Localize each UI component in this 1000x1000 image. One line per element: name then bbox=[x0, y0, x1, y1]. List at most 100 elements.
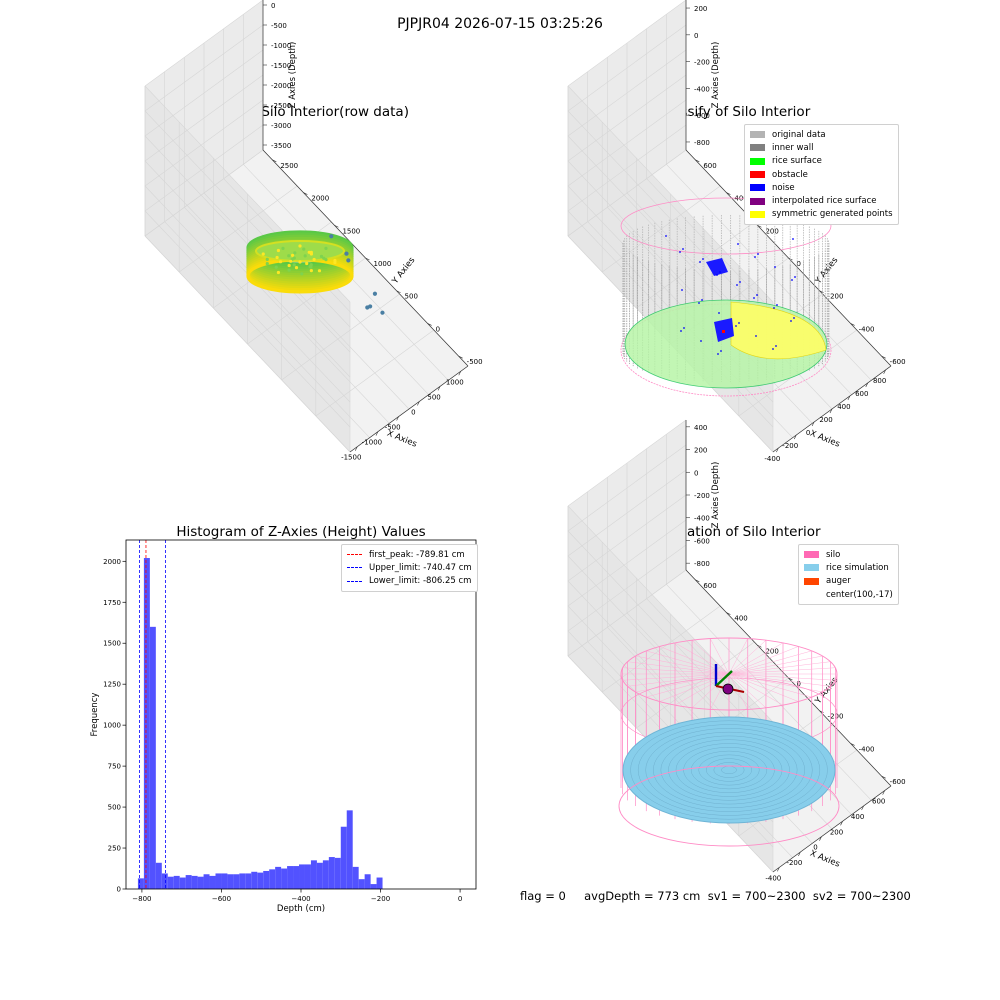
silo-wire bbox=[728, 650, 812, 675]
histogram-x-tick-label: −400 bbox=[291, 895, 310, 903]
raw-point bbox=[293, 251, 297, 255]
p2-z-tick-label: 0 bbox=[694, 32, 698, 40]
p2-x-tick bbox=[829, 408, 833, 414]
classify-noise-point bbox=[775, 345, 777, 347]
histogram-bar bbox=[197, 876, 204, 889]
p1-z-tick-label: -2000 bbox=[271, 82, 291, 90]
raw-point bbox=[261, 252, 265, 256]
p1-y-tick-label: -500 bbox=[467, 358, 483, 366]
classify-noise-point bbox=[665, 235, 667, 237]
legend-label: inner wall bbox=[772, 142, 814, 153]
p1-x-tick-label: 500 bbox=[427, 393, 440, 401]
histogram-y-axis-label: Frequency bbox=[90, 693, 100, 737]
raw-point bbox=[292, 256, 296, 260]
p4-z-tick-label: 400 bbox=[694, 424, 707, 432]
figure-title: PJPJR04 2026-07-15 03:25:26 bbox=[397, 16, 603, 32]
classify-noise-point bbox=[790, 320, 792, 322]
histogram-x-axis-label: Depth (cm) bbox=[277, 904, 325, 914]
raw-point bbox=[309, 269, 313, 273]
histogram-y-tick-label: 1250 bbox=[103, 681, 121, 689]
classify-noise-point bbox=[735, 325, 737, 327]
legend-label: rice simulation bbox=[826, 562, 889, 573]
silo-wire bbox=[728, 655, 823, 675]
histogram-bar bbox=[167, 876, 174, 889]
histogram-bar bbox=[293, 866, 300, 889]
legend-label: Upper_limit: -740.47 cm bbox=[369, 562, 472, 573]
legend-swatch bbox=[750, 157, 765, 165]
classify-noise-cluster bbox=[706, 258, 728, 276]
p1-y-tick-label: 500 bbox=[405, 293, 418, 301]
p4-x-axis bbox=[772, 785, 892, 873]
rice-simulation-grid bbox=[660, 735, 798, 805]
histogram-y-tick-label: 1750 bbox=[103, 599, 121, 607]
histogram-bar bbox=[334, 857, 341, 889]
legend-entry: auger bbox=[804, 575, 893, 588]
silo-bottom-ring bbox=[618, 765, 840, 847]
histogram-bar bbox=[215, 873, 222, 889]
histogram-bar bbox=[287, 866, 294, 889]
classify-noise-point bbox=[791, 279, 793, 281]
p2-z-tick-label: -800 bbox=[694, 139, 710, 147]
p1-z-axis-label: Z Axies (Depth) bbox=[288, 42, 298, 109]
classify-noise-point bbox=[719, 271, 721, 273]
silo-wire bbox=[627, 673, 730, 687]
p2-y-tick-label: 200 bbox=[765, 227, 778, 235]
p1-z-tick-label: -1000 bbox=[271, 42, 291, 50]
raw-point bbox=[300, 272, 304, 276]
p2-x-tick-label: 0 bbox=[806, 429, 810, 437]
histogram-bar bbox=[310, 860, 317, 889]
p2-gridline bbox=[567, 24, 687, 112]
histogram-bar bbox=[299, 864, 305, 889]
p4-z-tick-label: -200 bbox=[694, 492, 710, 500]
histogram-bar bbox=[173, 875, 180, 889]
p4-z-tick-label: -800 bbox=[694, 560, 710, 568]
rice-simulation-grid bbox=[690, 750, 768, 790]
histogram-bar bbox=[364, 874, 371, 889]
p2-x-tick bbox=[865, 382, 869, 388]
p2-x-tick-label: 400 bbox=[837, 403, 850, 411]
classify-noise-point bbox=[682, 248, 684, 250]
p2-y-tick-label: -200 bbox=[828, 293, 844, 301]
classify-noise-point bbox=[698, 302, 700, 304]
legend-swatch bbox=[804, 577, 819, 585]
histogram-y-tick-label: 1000 bbox=[103, 722, 121, 730]
p1-y-tick bbox=[396, 290, 401, 293]
histogram-bar bbox=[149, 626, 156, 889]
raw-point bbox=[312, 257, 316, 262]
p1-x-tick bbox=[458, 371, 462, 376]
histogram-bar bbox=[221, 873, 228, 889]
p2-gridline bbox=[567, 85, 774, 303]
legend-label: interpolated rice surface bbox=[772, 196, 877, 207]
p2-z-tick-label: 200 bbox=[694, 5, 707, 13]
legend-swatch bbox=[750, 131, 765, 139]
p2-x-tick bbox=[883, 369, 886, 375]
simulation-legend: silo rice simulation auger center(100,-1… bbox=[798, 544, 899, 606]
legend-line bbox=[347, 567, 362, 569]
classify-silo-top bbox=[620, 197, 832, 255]
silo-wire bbox=[710, 673, 730, 710]
classify-noise-point bbox=[702, 258, 704, 260]
p4-y-tick-label: -600 bbox=[890, 778, 906, 786]
classify-noise-point bbox=[755, 335, 757, 337]
p4-z-tick-label: -400 bbox=[694, 515, 710, 523]
p1-x-tick bbox=[437, 386, 441, 391]
legend-swatch bbox=[804, 591, 819, 598]
raw-point bbox=[319, 254, 324, 258]
p2-y-tick bbox=[726, 192, 731, 195]
p1-x-tick bbox=[354, 446, 358, 451]
p4-x-tick bbox=[819, 836, 822, 841]
legend-swatch bbox=[804, 551, 819, 559]
p2-y-tick bbox=[850, 323, 855, 326]
legend-label: auger bbox=[826, 576, 851, 587]
p1-x-tick-label: -500 bbox=[385, 424, 401, 432]
p2-z-axis-label: Z Axies (Depth) bbox=[711, 42, 721, 109]
raw-point bbox=[298, 260, 302, 264]
raw-point bbox=[265, 262, 269, 266]
histogram-y-tick-label: 500 bbox=[108, 804, 121, 812]
p2-x-tick bbox=[793, 434, 797, 440]
classify-noise-point bbox=[736, 284, 738, 286]
legend-entry: first_peak: -789.81 cm bbox=[347, 548, 472, 561]
status-line: flag = 0 avgDepth = 773 cm sv1 = 700~230… bbox=[520, 889, 911, 903]
p4-z-tick-label: -600 bbox=[694, 537, 710, 545]
p1-gridline bbox=[144, 0, 264, 87]
